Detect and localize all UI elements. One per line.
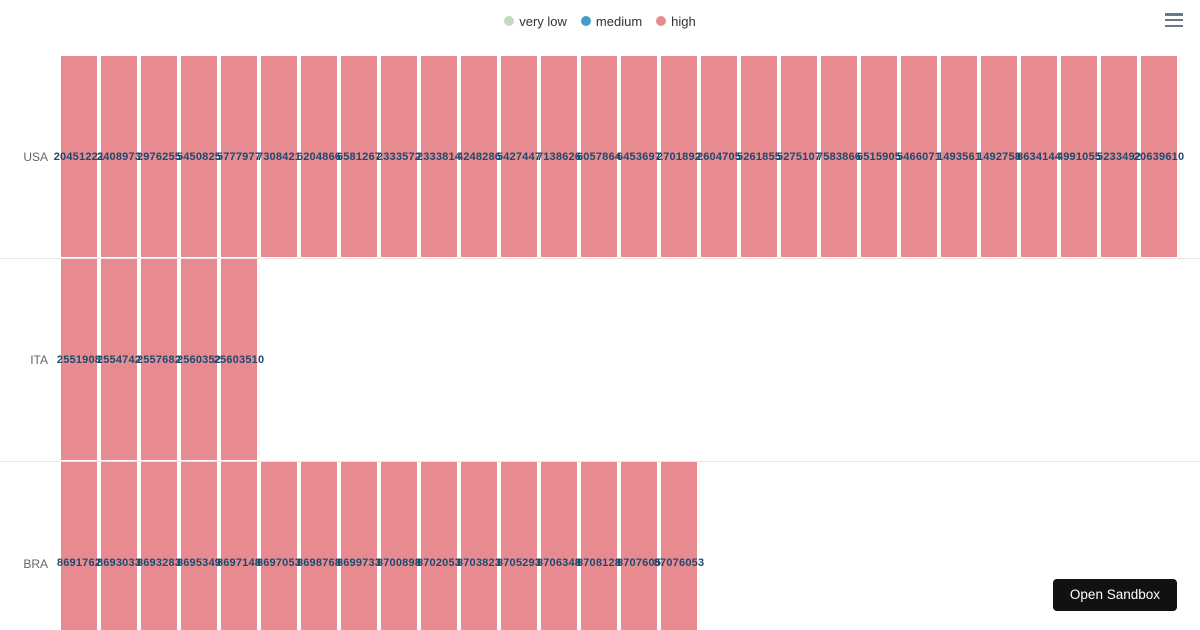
bar[interactable] [301, 56, 337, 257]
legend-marker-icon [580, 16, 591, 26]
bar[interactable] [221, 462, 257, 630]
bar[interactable] [661, 462, 697, 630]
bar[interactable] [1021, 56, 1057, 257]
bar[interactable] [221, 56, 257, 257]
legend-marker-icon [656, 16, 667, 26]
bar[interactable] [581, 462, 617, 630]
bar[interactable] [381, 56, 417, 257]
hamburger-icon [1165, 13, 1183, 16]
bar[interactable] [61, 56, 97, 257]
bar[interactable] [101, 259, 137, 460]
bar[interactable] [781, 56, 817, 257]
hamburger-icon [1165, 18, 1183, 22]
bar[interactable] [541, 56, 577, 257]
category-band-USA: USA 20451221 2408973 2976255 5450825 5777977 7… [0, 56, 1200, 259]
legend-item-medium[interactable]: medium [580, 13, 643, 29]
bar[interactable] [1101, 56, 1137, 257]
bar[interactable] [261, 56, 297, 257]
hamburger-icon [1165, 24, 1183, 27]
bar[interactable] [861, 56, 897, 257]
bar[interactable] [181, 56, 217, 257]
bar[interactable] [1061, 56, 1097, 257]
legend-item-label: high [671, 13, 696, 29]
category-axis-label: ITA [30, 353, 48, 367]
bar[interactable] [421, 462, 457, 630]
bar[interactable] [981, 56, 1017, 257]
legend-item-very-low[interactable]: very low [504, 14, 567, 29]
bar[interactable] [621, 56, 657, 257]
category-band-ITA: ITA 2551908 2554742 2557682 2560352 25603510 [0, 259, 1200, 462]
bar[interactable] [341, 56, 377, 257]
category-axis-label: USA [23, 150, 48, 164]
bar[interactable] [421, 56, 457, 257]
legend-item-high[interactable]: high [656, 14, 696, 29]
bar[interactable] [741, 56, 777, 257]
bar[interactable] [821, 56, 857, 257]
bar[interactable] [181, 259, 217, 460]
bar[interactable] [621, 462, 657, 630]
bar[interactable] [61, 259, 97, 460]
legend-marker-icon [504, 16, 515, 26]
bar[interactable] [261, 462, 297, 630]
bar[interactable] [141, 56, 177, 257]
bar[interactable] [461, 462, 497, 630]
category-axis-label: BRA [23, 556, 48, 571]
bar[interactable] [501, 56, 537, 257]
bar[interactable] [461, 56, 497, 257]
bar[interactable] [181, 462, 217, 630]
bar[interactable] [701, 56, 737, 257]
category-band-BRA: BRA 8691762 8693033 8693283 8695349 8697148 86… [0, 462, 1200, 630]
bar[interactable] [141, 259, 177, 460]
bar[interactable] [221, 259, 257, 460]
bar[interactable] [301, 462, 337, 630]
chart-plot-area: USA 20451221 2408973 2976255 5450825 5777977 7… [0, 56, 1200, 630]
bar[interactable] [101, 56, 137, 257]
bar[interactable] [581, 56, 617, 257]
bar[interactable] [141, 462, 177, 630]
bar[interactable] [1141, 56, 1177, 257]
legend-item-label: medium [595, 13, 643, 29]
legend-item-label: very low [519, 13, 567, 29]
bar[interactable] [61, 462, 97, 630]
bar[interactable] [941, 56, 977, 257]
bar[interactable] [101, 462, 137, 630]
bar[interactable] [341, 462, 377, 630]
chart-legend: very low medium high [0, 10, 1200, 32]
bar[interactable] [661, 56, 697, 257]
bar[interactable] [381, 462, 417, 630]
open-sandbox-button[interactable]: Open Sandbox [1052, 579, 1177, 611]
bar[interactable] [901, 56, 937, 257]
chart-context-menu-button[interactable] [1165, 12, 1183, 28]
bar[interactable] [501, 462, 537, 630]
bar[interactable] [541, 462, 577, 630]
